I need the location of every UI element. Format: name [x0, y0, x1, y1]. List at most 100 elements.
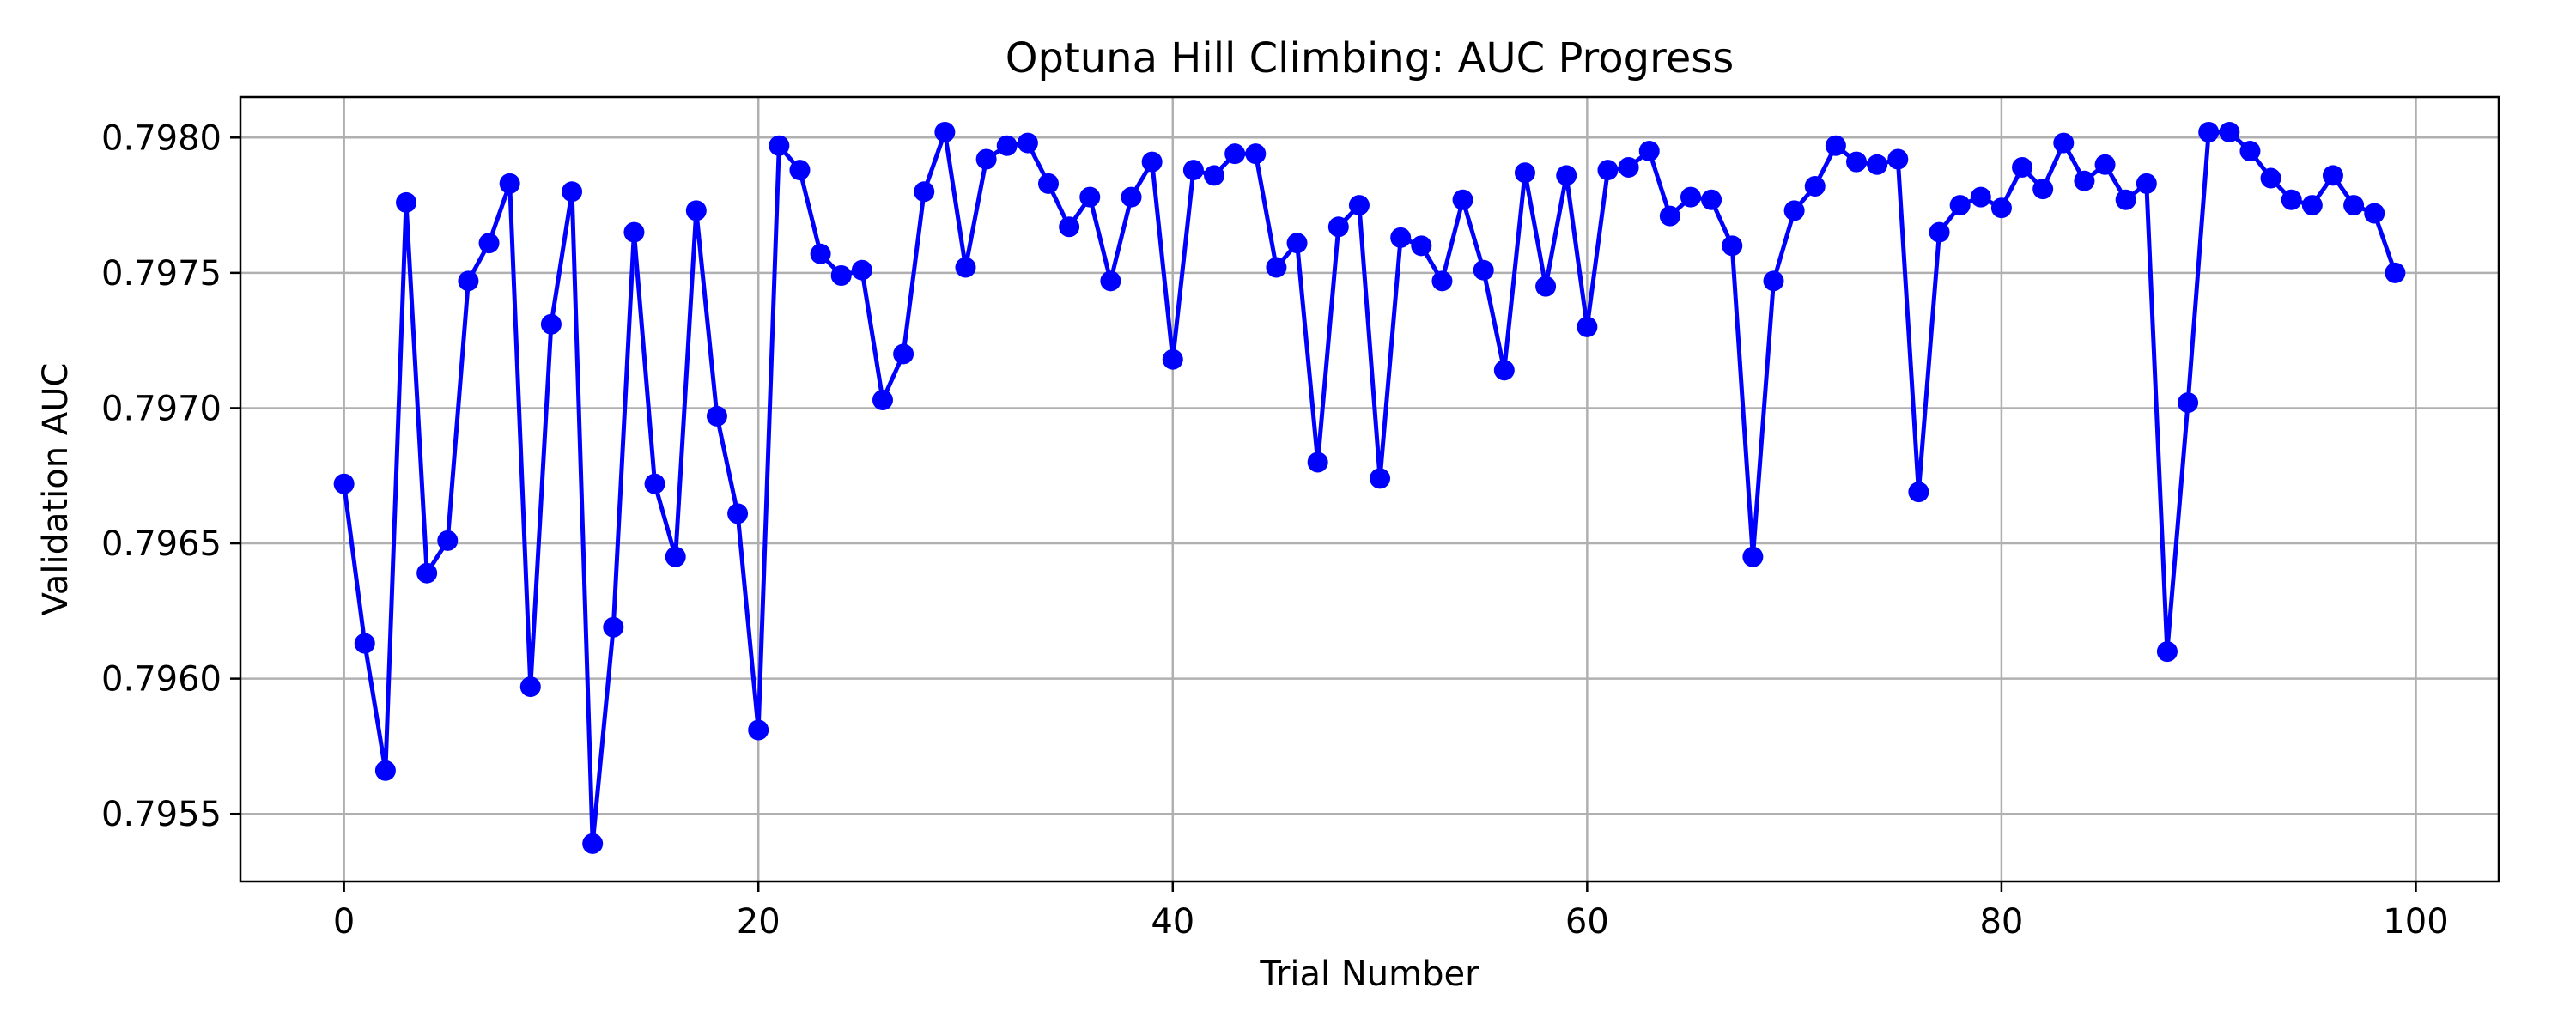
- data-point: [727, 503, 749, 524]
- data-point: [1804, 176, 1826, 197]
- data-point: [1638, 141, 1660, 162]
- data-point: [2364, 203, 2385, 224]
- data-point: [1701, 189, 1722, 210]
- data-point: [1286, 233, 1308, 254]
- data-point: [2198, 121, 2220, 142]
- data-point: [1887, 148, 1909, 170]
- data-point: [1763, 270, 1784, 292]
- data-point: [1431, 270, 1453, 292]
- plot-frame: [239, 95, 2500, 883]
- data-point: [644, 473, 665, 494]
- x-tick-label: 80: [1979, 902, 2023, 942]
- x-tick-label: 100: [2383, 902, 2448, 942]
- data-point: [2239, 141, 2261, 162]
- data-point: [2301, 195, 2323, 216]
- y-tick-label: 0.7965: [101, 524, 222, 564]
- series-line-layer: [342, 130, 2397, 846]
- data-point: [975, 148, 997, 170]
- data-point: [1141, 151, 1163, 173]
- series-line: [342, 130, 2397, 846]
- data-point: [562, 181, 583, 203]
- data-point: [2385, 262, 2406, 283]
- data-point: [1162, 348, 1183, 370]
- data-point: [872, 389, 893, 410]
- data-point: [1079, 186, 1101, 208]
- data-point: [499, 173, 520, 194]
- x-axis-title: Trial Number: [1259, 954, 1479, 994]
- data-point: [478, 233, 500, 254]
- data-point: [1473, 259, 1494, 281]
- data-point: [396, 191, 417, 213]
- y-tick-label: 0.7960: [101, 660, 222, 700]
- data-point: [1597, 160, 1619, 181]
- data-point: [623, 221, 645, 243]
- data-point: [2219, 121, 2240, 142]
- data-point: [1722, 235, 1743, 257]
- y-axis-ticks: 0.7955 0.7960 0.7965 0.7970 0.7975 0.7980: [101, 118, 240, 834]
- data-point: [1493, 360, 1515, 381]
- data-point: [374, 760, 396, 781]
- x-axis-ticks: 0 20 40 60 80 100: [333, 882, 2449, 942]
- data-point: [1390, 227, 1412, 248]
- data-point: [2136, 173, 2157, 194]
- data-point: [665, 546, 686, 567]
- data-point: [810, 243, 831, 264]
- data-point: [955, 257, 976, 278]
- data-point: [1411, 235, 1432, 257]
- y-tick-label: 0.7980: [101, 118, 222, 158]
- data-point: [1535, 276, 1557, 297]
- series-markers: [333, 121, 2406, 854]
- data-point: [769, 135, 790, 156]
- data-point: [1783, 200, 1805, 221]
- data-point: [893, 343, 914, 365]
- grid-lines: [240, 97, 2499, 882]
- data-point: [333, 473, 355, 494]
- data-point: [1867, 154, 1888, 175]
- data-point: [1121, 186, 1142, 208]
- data-point: [2322, 165, 2343, 186]
- data-point: [1348, 195, 1370, 216]
- data-point: [1659, 205, 1680, 227]
- data-point: [789, 160, 811, 181]
- data-point: [1514, 162, 1535, 184]
- y-axis-title: Validation AUC: [36, 363, 76, 616]
- data-point: [1618, 156, 1639, 178]
- data-point: [2281, 189, 2302, 210]
- data-point: [1577, 316, 1598, 337]
- chart-title: Optuna Hill Climbing: AUC Progress: [1005, 34, 1735, 82]
- data-point: [2074, 170, 2095, 191]
- data-point: [2156, 641, 2178, 663]
- x-tick-label: 60: [1565, 902, 1609, 942]
- data-point: [996, 135, 1018, 156]
- data-point: [2343, 195, 2365, 216]
- data-point: [914, 181, 935, 203]
- data-point: [1100, 270, 1121, 292]
- data-point: [582, 833, 604, 854]
- data-point: [1017, 132, 1038, 154]
- data-point: [1680, 186, 1701, 208]
- data-point: [1204, 165, 1225, 186]
- data-point: [1908, 482, 1929, 503]
- y-tick-label: 0.7955: [101, 795, 222, 834]
- data-point: [416, 562, 438, 584]
- data-point: [437, 530, 459, 551]
- data-point: [1970, 186, 1991, 208]
- data-point: [1846, 151, 1868, 173]
- data-point: [1224, 143, 1246, 165]
- data-point: [2260, 167, 2281, 189]
- data-point: [1245, 143, 1267, 165]
- x-tick-label: 40: [1151, 902, 1194, 942]
- data-point: [1370, 468, 1391, 489]
- data-point: [1929, 221, 1950, 243]
- data-point: [603, 616, 624, 638]
- data-point: [458, 270, 479, 292]
- data-point: [2012, 156, 2033, 178]
- data-point: [1266, 257, 1287, 278]
- data-point: [1949, 195, 1971, 216]
- data-point: [2115, 189, 2136, 210]
- data-point: [540, 313, 562, 335]
- data-point: [2178, 392, 2199, 414]
- data-point: [706, 405, 727, 427]
